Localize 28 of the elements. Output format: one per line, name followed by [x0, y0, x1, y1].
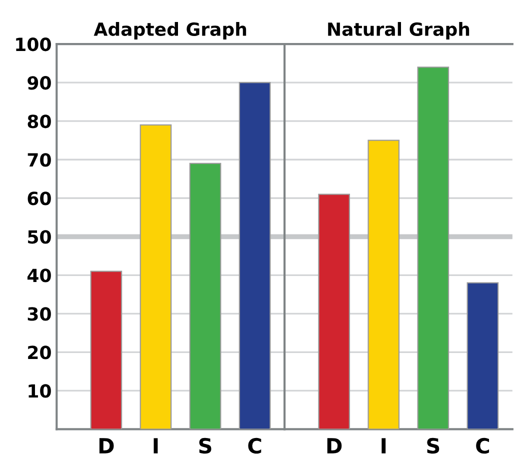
- y-tick-label: 80: [28, 114, 51, 128]
- y-tick-label: 20: [28, 346, 51, 360]
- y-tick-label: 10: [28, 384, 51, 398]
- chart-title: Adapted Graph: [94, 22, 246, 40]
- bar: [189, 162, 222, 430]
- bar: [318, 194, 350, 430]
- y-tick-label: 40: [27, 268, 51, 282]
- x-tick-label: I: [154, 438, 158, 454]
- y-tick-label: 60: [28, 192, 51, 206]
- bar: [140, 124, 172, 430]
- x-tick-label: D: [99, 438, 114, 454]
- x-tick-label: C: [248, 438, 262, 454]
- chart-title: Natural Graph: [328, 22, 470, 40]
- x-tick-label: S: [427, 438, 440, 454]
- y-tick-label: 70: [28, 153, 51, 167]
- bar: [238, 82, 271, 430]
- x-tick-label: D: [327, 438, 342, 454]
- y-tick-label: 30: [28, 307, 51, 321]
- bar: [466, 282, 499, 430]
- bar: [368, 140, 400, 430]
- x-tick-label: S: [199, 438, 212, 454]
- bar: [90, 270, 122, 430]
- x-tick-label: C: [476, 438, 490, 454]
- y-tick-label: 50: [28, 230, 51, 244]
- bar: [417, 66, 450, 430]
- y-tick-label: 90: [28, 76, 51, 90]
- y-tick-label: 100: [16, 38, 51, 52]
- x-tick-label: I: [382, 438, 386, 454]
